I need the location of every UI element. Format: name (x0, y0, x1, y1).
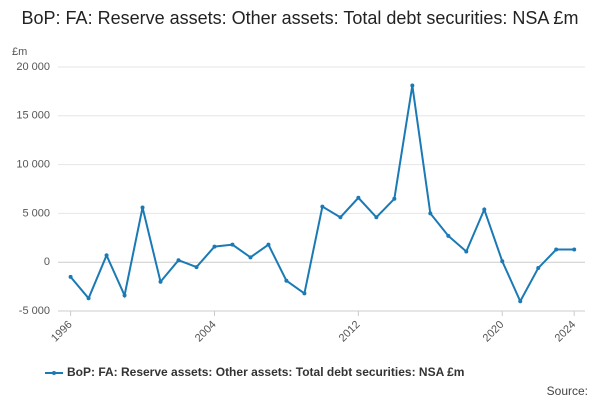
data-point (302, 291, 307, 296)
data-point (374, 215, 379, 220)
data-point (248, 255, 253, 260)
x-tick-label: 2012 (337, 319, 363, 345)
legend-label: BoP: FA: Reserve assets: Other assets: T… (67, 365, 464, 379)
data-point (536, 266, 541, 271)
data-point (338, 215, 343, 220)
data-point (410, 83, 415, 88)
data-point (320, 204, 325, 209)
x-tick-label: 2020 (481, 319, 507, 345)
data-point (266, 242, 271, 247)
data-point (68, 274, 73, 279)
data-point (464, 249, 469, 254)
series-line (69, 85, 575, 304)
data-point (518, 299, 523, 304)
y-tick-label: 20 000 (16, 61, 50, 73)
data-point (122, 293, 127, 298)
y-tick-label: -5 000 (19, 305, 50, 317)
data-point (212, 244, 217, 249)
data-point (86, 296, 91, 301)
legend-marker (52, 371, 56, 375)
y-tick-label: 5 000 (22, 207, 50, 219)
data-point (284, 278, 289, 283)
data-point (446, 233, 451, 238)
x-tick-label: 1996 (49, 319, 75, 345)
data-point (176, 258, 181, 263)
data-point (482, 207, 487, 212)
data-point (500, 259, 505, 264)
data-point (194, 265, 199, 270)
data-point (158, 279, 163, 284)
data-point (104, 253, 109, 258)
data-point (230, 242, 235, 247)
source: Source: (547, 384, 588, 398)
y-tick-label: 0 (44, 256, 50, 268)
data-point (428, 211, 433, 216)
data-point (140, 205, 145, 210)
y-tick-label: 10 000 (16, 159, 50, 171)
data-point (392, 196, 397, 201)
data-point (572, 247, 577, 252)
data-point (554, 247, 559, 252)
y-tick-label: 15 000 (16, 110, 50, 122)
x-tick-label: 2004 (193, 319, 219, 345)
x-tick-label: 2024 (553, 319, 579, 345)
data-point (356, 195, 361, 200)
chart-title: BoP: FA: Reserve assets: Other assets: T… (21, 8, 579, 28)
y-axis-label: £m (12, 46, 27, 58)
